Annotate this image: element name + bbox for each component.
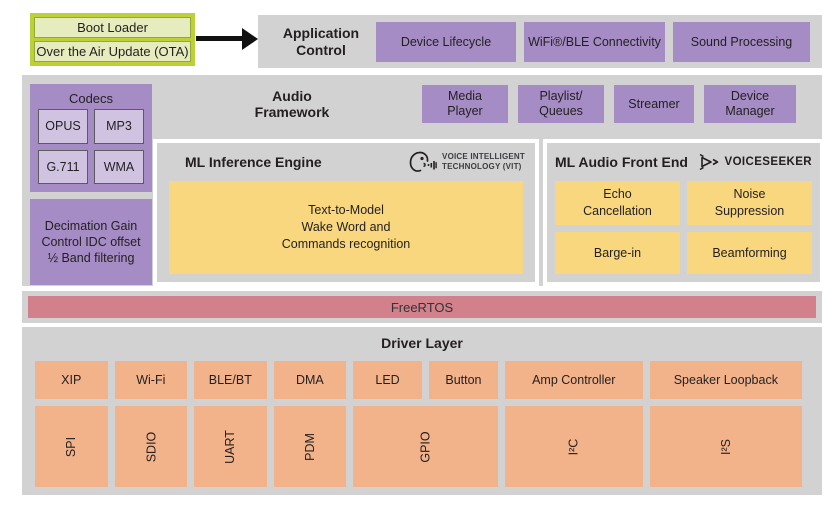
- iface-i2c-label: I²C: [566, 438, 581, 455]
- device-lifecycle-box: Device Lifecycle: [376, 21, 516, 62]
- ml-audio-front-end-title: ML Audio Front End: [555, 154, 688, 170]
- codec-g711: G.711: [38, 149, 88, 184]
- iface-uart-label: UART: [223, 429, 238, 464]
- ml-audio-front-end-panel: ML Audio Front End VOICESEEKER Echo Canc…: [543, 139, 824, 286]
- driver-layer-band: Driver Layer XIP Wi-Fi BLE/BT DMA LED Bu…: [22, 327, 822, 495]
- iface-spi-label: SPI: [64, 436, 79, 457]
- beamforming-box: Beamforming: [687, 232, 812, 274]
- iface-sdio-label: SDIO: [143, 431, 158, 462]
- driver-ble-bt: BLE/BT: [194, 361, 267, 399]
- sound-processing-box: Sound Processing: [673, 21, 810, 62]
- iface-pdm-label: PDM: [302, 432, 317, 461]
- codecs-box: Codecs OPUS MP3 G.711 WMA: [30, 84, 152, 192]
- application-control-boxes: Device Lifecycle WiFi®/BLE Connectivity …: [376, 21, 810, 62]
- flow-arrow-icon: [196, 28, 258, 50]
- voiceseeker-logo: VOICESEEKER: [698, 153, 812, 171]
- codec-opus: OPUS: [38, 109, 88, 144]
- echo-cancellation-box: Echo Cancellation: [555, 181, 680, 225]
- audio-framework-title: Audio Framework: [254, 87, 330, 120]
- voiceseeker-icon: [698, 153, 720, 171]
- audio-framework-row: Audio Framework Media Player Playlist/ Q…: [172, 81, 796, 127]
- ml-inference-title: ML Inference Engine: [185, 154, 322, 170]
- iface-i2s-label: I²S: [718, 438, 733, 455]
- application-control-title: Application Control: [282, 25, 360, 58]
- vit-label: VOICE INTELLIGENT TECHNOLOGY (VIT): [442, 152, 525, 171]
- playlist-queues-box: Playlist/ Queues: [518, 85, 604, 123]
- vit-logo: VOICE INTELLIGENT TECHNOLOGY (VIT): [407, 149, 525, 175]
- iface-gpio-label: GPIO: [418, 430, 433, 463]
- driver-layer-grid: XIP Wi-Fi BLE/BT DMA LED Button Amp Cont…: [35, 361, 802, 487]
- iface-uart: UART: [194, 406, 267, 487]
- decimation-box: Decimation Gain Control IDC offset ½ Ban…: [30, 199, 152, 285]
- iface-i2c: I²C: [504, 406, 643, 487]
- driver-xip: XIP: [35, 361, 108, 399]
- ml-audio-front-end-grid: Echo Cancellation Noise Suppression Barg…: [555, 181, 812, 274]
- iface-spi: SPI: [35, 406, 108, 487]
- ota-update-box: Over the Air Update (OTA): [34, 41, 191, 62]
- driver-amp-controller: Amp Controller: [504, 361, 643, 399]
- audio-framework-band: Codecs OPUS MP3 G.711 WMA Decimation Gai…: [22, 75, 824, 286]
- driver-button: Button: [429, 361, 498, 399]
- codecs-title: Codecs: [68, 90, 114, 106]
- application-control-band: Application Control Device Lifecycle WiF…: [258, 15, 822, 68]
- driver-speaker-loopback: Speaker Loopback: [649, 361, 802, 399]
- arrow-head: [242, 28, 258, 50]
- codecs-grid: OPUS MP3 G.711 WMA: [38, 109, 144, 184]
- driver-led: LED: [353, 361, 422, 399]
- boot-loader-group: Boot Loader Over the Air Update (OTA): [30, 13, 195, 66]
- ml-inference-engine-panel: ML Inference Engine VOICE IN: [153, 139, 539, 286]
- codec-wma: WMA: [94, 149, 144, 184]
- codec-mp3: MP3: [94, 109, 144, 144]
- iface-gpio: GPIO: [353, 406, 498, 487]
- ml-audio-front-end-header: ML Audio Front End VOICESEEKER: [547, 143, 820, 181]
- streamer-box: Streamer: [614, 85, 694, 123]
- wifi-ble-connectivity-box: WiFi®/BLE Connectivity: [524, 21, 665, 62]
- freertos-bar: FreeRTOS: [28, 296, 816, 318]
- iface-i2s: I²S: [649, 406, 802, 487]
- freertos-band: FreeRTOS: [22, 291, 822, 323]
- device-manager-box: Device Manager: [704, 85, 796, 123]
- driver-wifi: Wi-Fi: [114, 361, 188, 399]
- ml-inference-header: ML Inference Engine VOICE IN: [157, 143, 535, 181]
- text-to-model-box: Text-to-Model Wake Word and Commands rec…: [169, 181, 523, 274]
- driver-dma: DMA: [273, 361, 347, 399]
- vit-head-icon: [407, 149, 437, 175]
- noise-suppression-box: Noise Suppression: [687, 181, 812, 225]
- voiceseeker-label: VOICESEEKER: [724, 156, 812, 168]
- arrow-shaft: [196, 36, 242, 41]
- iface-pdm: PDM: [273, 406, 347, 487]
- media-player-box: Media Player: [422, 85, 508, 123]
- barge-in-box: Barge-in: [555, 232, 680, 274]
- boot-loader-box: Boot Loader: [34, 17, 191, 38]
- iface-sdio: SDIO: [114, 406, 188, 487]
- driver-layer-title: Driver Layer: [381, 335, 463, 351]
